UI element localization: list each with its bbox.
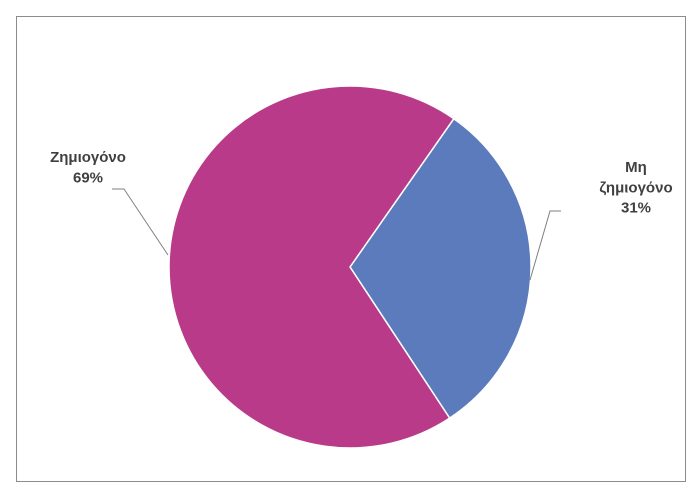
slice-label-1: Ζημιογόνο 69% — [50, 149, 126, 186]
leader-line-1 — [112, 188, 169, 256]
slice-label-0: Μη ζημιογόνο 31% — [599, 159, 672, 217]
leader-line-0 — [529, 210, 561, 281]
pie-slice-1 — [168, 85, 455, 449]
pie-slice-0 — [349, 117, 532, 420]
